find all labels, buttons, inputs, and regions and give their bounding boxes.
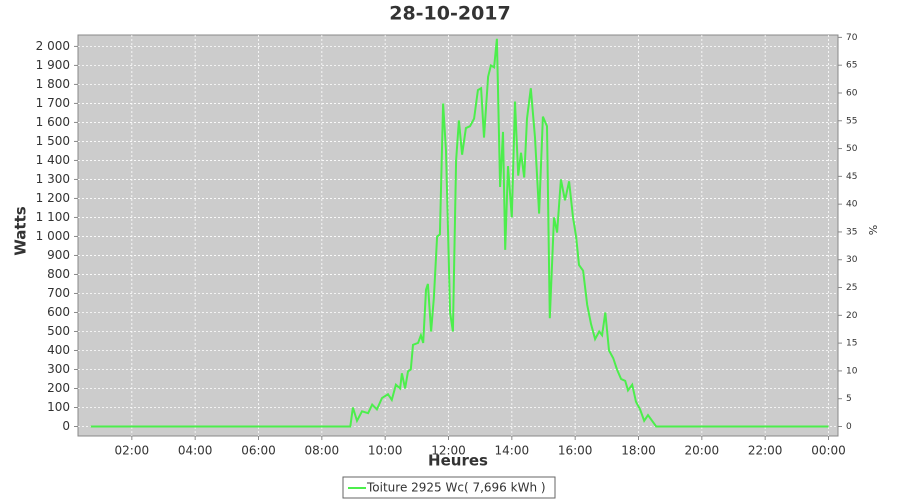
plot-area bbox=[77, 34, 839, 437]
y-tick-label: 1 000 bbox=[36, 229, 70, 243]
legend bbox=[342, 476, 556, 499]
y2-tick-label: 20 bbox=[846, 311, 858, 321]
y2-tick-label: 5 bbox=[846, 394, 852, 404]
y2-tick-label: 55 bbox=[846, 116, 857, 126]
y-tick-label: 0 bbox=[62, 419, 70, 433]
x-tick-label: 08:00 bbox=[305, 444, 340, 458]
y2-tick-label: 40 bbox=[846, 200, 858, 210]
data-line bbox=[90, 38, 829, 428]
y-tick-label: 900 bbox=[47, 248, 70, 262]
y2-tick-label: 0 bbox=[846, 422, 852, 432]
y-tick-label: 800 bbox=[47, 267, 70, 281]
y2-tick-label: 25 bbox=[846, 283, 857, 293]
y-tick-label: 200 bbox=[47, 381, 70, 395]
y2-tick-label: 60 bbox=[846, 88, 858, 98]
y-tick-label: 400 bbox=[47, 343, 70, 357]
y2-tick-label: 35 bbox=[846, 227, 857, 237]
x-tick-label: 06:00 bbox=[241, 444, 276, 458]
y-tick-label: 1 900 bbox=[36, 58, 70, 72]
chart-title: 28-10-2017 bbox=[389, 3, 511, 25]
y2-tick-label: 45 bbox=[846, 172, 857, 182]
y-tick-label: 100 bbox=[47, 400, 70, 414]
y2-tick-label: 65 bbox=[846, 61, 857, 71]
y2-tick-label: 10 bbox=[846, 366, 858, 376]
y-axis-label: Watts bbox=[12, 206, 30, 255]
y-tick-label: 300 bbox=[47, 362, 70, 376]
y-tick-label: 1 700 bbox=[36, 96, 70, 110]
legend-label: Toiture 2925 Wc( 7,696 kWh ) bbox=[366, 481, 546, 495]
x-tick-label: 20:00 bbox=[685, 444, 720, 458]
y-tick-label: 500 bbox=[47, 324, 70, 338]
x-tick-label: 18:00 bbox=[621, 444, 656, 458]
x-tick-label: 00:00 bbox=[811, 444, 846, 458]
y-tick-label: 1 600 bbox=[36, 115, 70, 129]
y-tick-label: 1 400 bbox=[36, 153, 70, 167]
y-tick-label: 1 200 bbox=[36, 191, 70, 205]
y-tick-label: 1 800 bbox=[36, 77, 70, 91]
y2-tick-label: 15 bbox=[846, 339, 857, 349]
x-tick-label: 04:00 bbox=[178, 444, 213, 458]
y-tick-label: 1 300 bbox=[36, 172, 70, 186]
y-tick-label: 600 bbox=[47, 305, 70, 319]
x-tick-label: 22:00 bbox=[748, 444, 783, 458]
y-tick-label: 1 500 bbox=[36, 134, 70, 148]
y2-tick-label: 50 bbox=[846, 144, 858, 154]
x-tick-label: 12:00 bbox=[431, 444, 466, 458]
x-axis-label: Heures bbox=[428, 452, 488, 470]
y-tick-label: 2 000 bbox=[36, 39, 70, 53]
y2-tick-label: 70 bbox=[846, 33, 858, 43]
y-tick-label: 1 100 bbox=[36, 210, 70, 224]
x-tick-label: 14:00 bbox=[495, 444, 530, 458]
x-tick-label: 02:00 bbox=[115, 444, 150, 458]
y2-tick-label: 30 bbox=[846, 255, 858, 265]
x-tick-label: 10:00 bbox=[368, 444, 403, 458]
y2-axis-label: % bbox=[867, 225, 880, 235]
y-tick-label: 700 bbox=[47, 286, 70, 300]
x-tick-label: 16:00 bbox=[558, 444, 593, 458]
